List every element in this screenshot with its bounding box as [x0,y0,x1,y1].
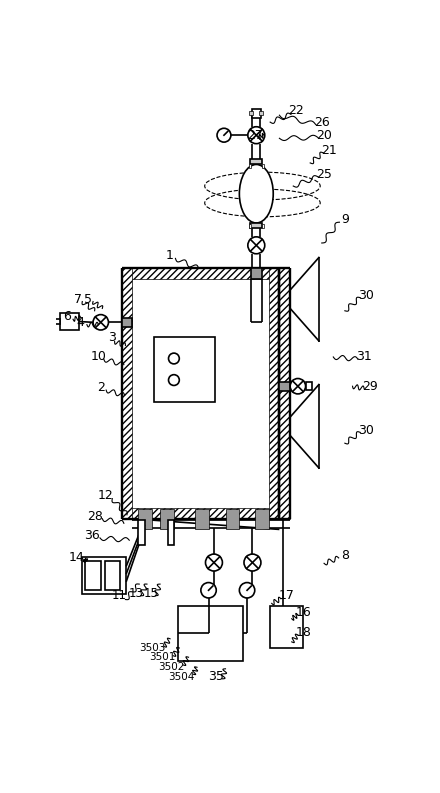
Bar [194,509,209,530]
Bar [139,509,152,530]
Ellipse shape [239,164,273,223]
Bar [105,561,120,590]
Text: 20: 20 [316,128,332,142]
Circle shape [217,128,231,142]
Bar [305,382,312,390]
Bar [139,520,145,545]
Bar [178,606,243,661]
Bar [168,520,174,545]
Bar [255,509,268,530]
Bar [249,111,253,115]
Text: 6: 6 [63,310,71,324]
Text: 25: 25 [316,168,332,181]
Circle shape [169,374,180,385]
Text: 28: 28 [87,510,103,523]
Text: 1: 1 [165,249,173,262]
Text: 22: 22 [288,104,304,117]
Text: 30: 30 [359,289,374,302]
Circle shape [205,554,223,571]
Text: 27: 27 [247,128,263,142]
Bar [55,320,60,324]
Bar [269,268,279,519]
Text: 35: 35 [208,670,224,683]
Text: 10: 10 [91,351,106,363]
Circle shape [93,315,109,330]
Text: 26: 26 [314,116,330,128]
Bar [154,337,216,402]
Circle shape [248,237,265,254]
Bar [160,509,174,530]
Bar [81,557,126,594]
Text: 13: 13 [129,587,143,600]
Bar [260,111,263,115]
Text: 3: 3 [108,331,115,344]
Circle shape [201,583,216,598]
Text: 36: 36 [84,529,100,542]
Text: 29: 29 [363,380,378,393]
Text: 11: 11 [112,589,127,602]
Bar [60,313,79,330]
Text: 15: 15 [143,587,158,600]
Bar [262,163,264,167]
Text: 7: 7 [73,293,82,306]
Bar [121,318,132,327]
Bar [249,163,251,167]
Circle shape [239,583,255,598]
Text: 16: 16 [296,606,312,619]
Bar [279,381,290,391]
Text: 3504: 3504 [169,672,195,681]
Text: 4: 4 [77,316,84,329]
Text: 21: 21 [322,144,337,157]
Bar [279,268,290,519]
Circle shape [248,127,265,144]
Text: 3501: 3501 [149,653,176,662]
Text: 17: 17 [279,589,295,602]
Bar [121,268,279,279]
Bar [85,561,101,590]
Bar [251,268,262,279]
Bar [249,224,251,228]
Bar [262,224,264,228]
Bar [252,109,261,118]
Text: 2: 2 [97,381,105,394]
Text: 5: 5 [84,293,92,306]
Bar [226,509,239,530]
Bar [121,268,132,519]
Bar [270,606,303,648]
Text: 3502: 3502 [158,661,185,672]
Circle shape [169,353,180,364]
Circle shape [290,378,305,394]
Text: 8: 8 [341,549,349,562]
Text: 18: 18 [296,626,312,639]
Text: 14: 14 [68,550,84,564]
Bar [250,223,262,228]
Circle shape [244,554,261,571]
Bar [250,159,262,164]
Text: 9: 9 [341,213,349,226]
Text: 12: 12 [98,489,113,502]
Text: 3503: 3503 [139,643,165,653]
Text: 31: 31 [356,351,372,363]
Text: 30: 30 [359,423,374,437]
Bar [121,508,279,519]
